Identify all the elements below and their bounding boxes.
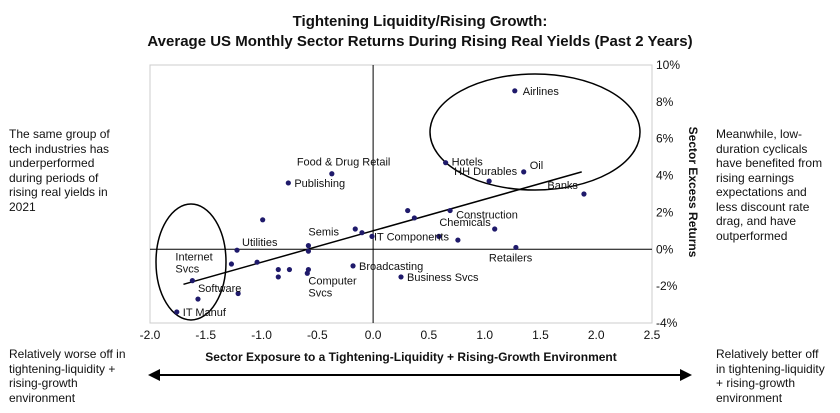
x-tick-label: 1.5 — [532, 328, 549, 342]
x-tick-label: 2.5 — [644, 328, 661, 342]
x-tick-label: -0.5 — [307, 328, 328, 342]
data-label: Chemicals — [439, 217, 491, 229]
x-tick-label: -1.0 — [251, 328, 272, 342]
y-tick-label: 8% — [656, 95, 674, 109]
data-label: Utilities — [242, 237, 278, 249]
data-point — [436, 233, 442, 239]
data-label: Semis — [308, 227, 339, 239]
data-point — [235, 290, 241, 297]
chart-title-line1: Tightening Liquidity/Rising Growth: — [292, 13, 548, 30]
data-point — [329, 171, 335, 177]
data-point — [305, 248, 312, 254]
bottom-left-note: Relatively worse off in tightening-liqui… — [9, 347, 126, 405]
data-point — [174, 309, 180, 315]
tech-group-ellipse — [155, 203, 227, 321]
right-note: Meanwhile, low-duration cyclicals have b… — [716, 127, 823, 243]
data-point — [350, 263, 356, 269]
data-point — [411, 215, 417, 221]
data-point — [254, 259, 260, 265]
data-label: IT Manuf — [183, 307, 227, 319]
y-tick-label: 0% — [656, 242, 674, 256]
data-point — [521, 169, 527, 175]
data-point — [189, 278, 195, 284]
y-tick-label: -2% — [656, 279, 678, 293]
x-tick-label: 0.5 — [421, 328, 438, 342]
data-point — [369, 233, 375, 239]
x-tick-label: 0.0 — [365, 328, 382, 342]
bottom-right-note: Relatively better off in tightening-liqu… — [716, 347, 825, 405]
data-point — [275, 266, 281, 273]
data-point — [305, 266, 312, 273]
x-tick-label: 1.0 — [476, 328, 493, 342]
data-point — [285, 180, 291, 186]
y-tick-label: 4% — [656, 169, 674, 183]
x-tick-label: -1.5 — [195, 328, 216, 342]
data-label: HH Durables — [454, 166, 517, 178]
data-point — [443, 160, 449, 166]
data-label: Broadcasting — [359, 261, 423, 273]
data-label: Internet Svcs — [175, 252, 212, 276]
data-point — [275, 274, 281, 280]
data-label: Publishing — [294, 178, 345, 190]
left-note: The same group of tech industries has un… — [9, 127, 110, 214]
y-tick-label: -4% — [656, 316, 678, 330]
data-point — [455, 237, 461, 243]
data-point — [359, 230, 365, 236]
data-point — [447, 207, 453, 214]
data-label: Retailers — [489, 252, 533, 264]
plot-frame — [149, 64, 653, 324]
data-point — [286, 266, 293, 273]
data-label: Business Svcs — [407, 272, 479, 284]
data-label: Banks — [547, 180, 578, 192]
data-point — [398, 274, 404, 280]
data-label: Oil — [530, 160, 543, 172]
y-axis-title: Sector Excess Returns — [686, 127, 700, 258]
data-point — [305, 243, 312, 249]
data-point — [512, 88, 518, 94]
exposure-arrow-left-head — [148, 369, 160, 381]
data-point — [352, 226, 358, 232]
x-tick-label: 2.0 — [588, 328, 605, 342]
data-point — [195, 296, 201, 302]
x-axis-title: Sector Exposure to a Tightening-Liquidit… — [205, 350, 616, 364]
data-point — [513, 244, 519, 251]
data-point — [405, 207, 411, 214]
data-label: Software — [198, 283, 241, 295]
data-label: Airlines — [523, 86, 560, 98]
data-label: Computer Svcs — [308, 276, 357, 300]
x-tick-label: -2.0 — [140, 328, 161, 342]
data-point — [228, 261, 235, 267]
exposure-arrow-right-head — [680, 369, 692, 381]
data-point — [492, 226, 498, 232]
data-label: Construction — [456, 210, 518, 222]
y-tick-label: 6% — [656, 132, 674, 146]
cyclicals-group-ellipse — [429, 73, 641, 191]
data-label: IT Components — [374, 231, 450, 243]
data-point — [581, 191, 587, 197]
data-point — [486, 178, 492, 184]
data-label: Food & Drug Retail — [297, 157, 391, 169]
y-tick-label: 2% — [656, 205, 674, 219]
data-point — [234, 247, 240, 253]
data-label: Hotels — [452, 157, 484, 169]
data-point — [260, 217, 266, 223]
trend-line — [183, 171, 582, 286]
y-tick-label: 10% — [656, 58, 680, 72]
chart-title-line2: Average US Monthly Sector Returns During… — [147, 33, 693, 50]
